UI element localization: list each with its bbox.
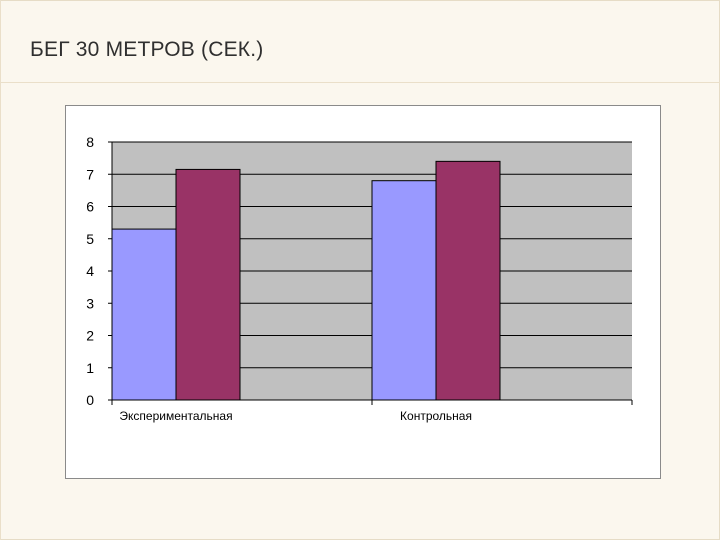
bar <box>111 228 177 401</box>
bar <box>175 168 241 401</box>
y-tick-label: 2 <box>86 328 94 344</box>
decorative-line-vertical <box>0 0 1 540</box>
bar-chart: 0 1 2 3 4 5 6 7 8 Экспериментальная Контрольная <box>86 134 633 423</box>
bar <box>435 160 501 401</box>
x-category-label: Экспериментальная <box>119 409 232 423</box>
y-tick-label: 7 <box>86 166 94 182</box>
y-tick-label: 1 <box>86 360 94 376</box>
y-tick-label: 8 <box>86 134 94 150</box>
decorative-line-horizontal <box>0 82 720 83</box>
bar <box>371 180 437 401</box>
y-tick-label: 4 <box>86 263 94 279</box>
slide-title: БЕГ 30 МЕТРОВ (СЕК.) <box>30 38 264 61</box>
chart-container: 0 1 2 3 4 5 6 7 8 Экспериментальная Контрольная <box>65 105 661 479</box>
y-tick-label: 0 <box>86 392 94 408</box>
x-category-label: Контрольная <box>400 409 472 423</box>
y-tick-label: 5 <box>86 231 94 247</box>
y-tick-label: 3 <box>86 295 94 311</box>
y-tick-label: 6 <box>86 199 94 215</box>
